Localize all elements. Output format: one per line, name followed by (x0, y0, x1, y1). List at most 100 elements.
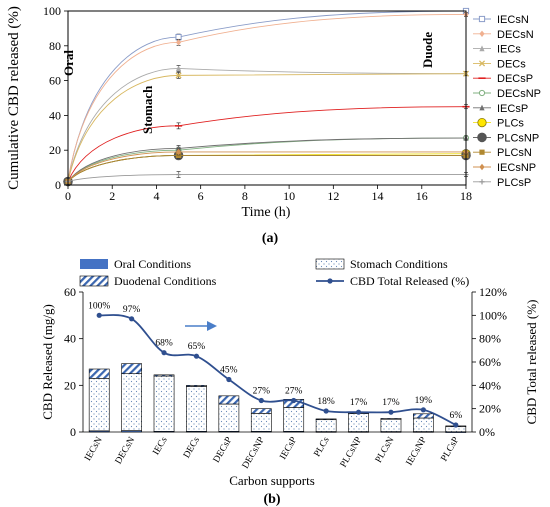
annotation-stomach: Stomach (140, 85, 155, 134)
total-released-point-plcsp (453, 422, 459, 428)
legend-item-decsnp: DECsNP (473, 88, 541, 100)
legend-item-iecs: IECs (473, 44, 521, 56)
total-released-point-decsn (129, 316, 135, 322)
legend-marker-iecsp (479, 104, 485, 111)
x-axis-label-b: Carbon supports (229, 473, 315, 488)
series-line-decsp (67, 106, 467, 182)
bar-decs (186, 385, 207, 433)
point-iecs-1 (175, 65, 182, 72)
x-tick-label-b-decsnp: DECsNP (241, 436, 267, 471)
bar-segment-decsn-duodenal-conditions (121, 363, 142, 374)
y-axis-label-a: Cumulative CBD released (%) (6, 6, 22, 190)
annotation-duode: Duode (420, 32, 435, 68)
y-tick-label-a-3: 60 (49, 74, 61, 88)
y-tick-label-b-2: 40 (64, 332, 76, 346)
total-released-point-iecsnp (420, 407, 426, 413)
panel-label-a: (a) (262, 231, 279, 246)
legend-item-oral-conditions: Oral Conditions (80, 257, 191, 271)
series-line-decs (67, 73, 467, 182)
series-line-iecsn (67, 10, 467, 182)
legend-label-plcsn: PLCsN (497, 147, 532, 159)
x-tick-label-b-iecs: IECs (151, 435, 169, 457)
legend-label-duodenal-conditions: Duodenal Conditions (114, 274, 217, 288)
legend-item-decsp: DECsP (473, 73, 533, 85)
legend-label-decsp: DECsP (497, 73, 533, 85)
total-released-point-iecsn (96, 312, 102, 318)
legend-item-iecsp: IECsP (473, 103, 528, 115)
bar-decsp (218, 395, 240, 433)
legend-item-stomach-conditions: Stomach Conditions (315, 257, 448, 271)
bar-segment-plcs-stomach-conditions (315, 418, 337, 432)
y-tick-label-a-2: 40 (49, 108, 61, 122)
point-plcsp-1 (175, 171, 182, 178)
total-released-label-decsnp: 27% (253, 387, 271, 397)
bar-segment-decsn-stomach-conditions (121, 373, 142, 431)
x-tick-label-b-plcsnp: PLCsNP (339, 436, 364, 470)
bar-iecsn (88, 368, 110, 433)
legend-label-cbd-total-released: CBD Total Released (%) (350, 274, 469, 288)
x-tick-label-b-plcs: PLCs (313, 435, 332, 459)
series-iecsnp (65, 148, 469, 185)
series-decsn (65, 11, 469, 183)
legend-marker-plcs (477, 118, 487, 128)
total-released-label-decsp: 45% (220, 366, 238, 376)
total-released-label-plcs: 18% (317, 397, 335, 407)
bar-plcsn (380, 418, 402, 433)
series-line-iecs (67, 67, 467, 182)
bar-segment-plcsn-duodenal-conditions (380, 418, 402, 420)
x-tick-label-a-3: 6 (198, 189, 204, 203)
bar-decsn (121, 363, 142, 433)
bar-decsnp (250, 408, 272, 433)
series-line-iecsnp (67, 151, 466, 182)
legend-label-plcsnp: PLCsNP (497, 132, 539, 144)
legend-label-plcs: PLCs (497, 118, 524, 130)
bar-segment-decs-stomach-conditions (186, 386, 207, 432)
legend-label-iecs: IECs (497, 44, 521, 56)
x-tick-label-b-plcsp: PLCsP (440, 436, 462, 464)
series-line-plcsn (67, 154, 466, 182)
x-tick-label-b-iecsnp: IECsNP (405, 436, 429, 468)
y2-axis-label-b: CBD Total released (%) (524, 300, 539, 425)
total-released-label-iecsn: 100% (88, 301, 110, 311)
bar-segment-iecsnp-stomach-conditions (413, 417, 434, 432)
y2-tick-label-b-4: 80% (479, 332, 501, 346)
x-tick-label-a-5: 10 (283, 189, 295, 203)
legend-label-decs: DECs (497, 58, 526, 70)
total-released-label-plcsp: 6% (449, 411, 462, 421)
series-line-plcsp (67, 174, 466, 182)
plot-frame-a (67, 10, 467, 186)
legend-item-iecsnp: IECsNP (473, 162, 536, 174)
legend-marker-plcsn (479, 149, 485, 155)
x-tick-label-b-iecsp: IECsP (278, 436, 299, 462)
total-released-point-plcs (323, 408, 329, 414)
total-released-label-iecs: 68% (155, 339, 173, 349)
bar-segment-decsp-stomach-conditions (218, 403, 240, 432)
y-tick-label-a-0: 0 (55, 178, 61, 192)
y-tick-label-a-1: 20 (49, 143, 61, 157)
bar-segment-iecs-duodenal-conditions (153, 374, 175, 377)
legend-marker-plcsp (479, 179, 485, 185)
bar-segment-decsnp-duodenal-conditions (250, 408, 272, 414)
bar-segment-iecs-stomach-conditions (153, 375, 175, 432)
x-tick-label-a-8: 16 (416, 189, 428, 203)
y2-tick-label-b-3: 60% (479, 355, 501, 369)
legend-label-iecsp: IECsP (497, 103, 528, 115)
series-plcsp (65, 171, 469, 185)
x-tick-label-a-1: 2 (109, 189, 115, 203)
total-released-label-plcsnp: 17% (350, 398, 368, 408)
x-tick-label-a-9: 18 (460, 189, 472, 203)
legend-marker-decs (478, 60, 486, 67)
y-tick-label-a-5: 100 (43, 4, 61, 18)
y-tick-label-b-0: 0 (70, 425, 76, 439)
bar-plcs (315, 418, 337, 433)
point-iecsn-1 (175, 34, 182, 41)
total-released-point-plcsn (388, 409, 394, 415)
legend-item-decsn: DECsN (473, 29, 534, 41)
y2-tick-label-b-2: 40% (479, 378, 501, 392)
legend-label-decsn: DECsN (497, 29, 534, 41)
total-released-point-decsp (226, 376, 232, 383)
legend-item-plcsp: PLCsP (473, 177, 531, 189)
series-iecsn (64, 7, 470, 185)
legend-label-iecsn: IECsN (497, 14, 529, 26)
